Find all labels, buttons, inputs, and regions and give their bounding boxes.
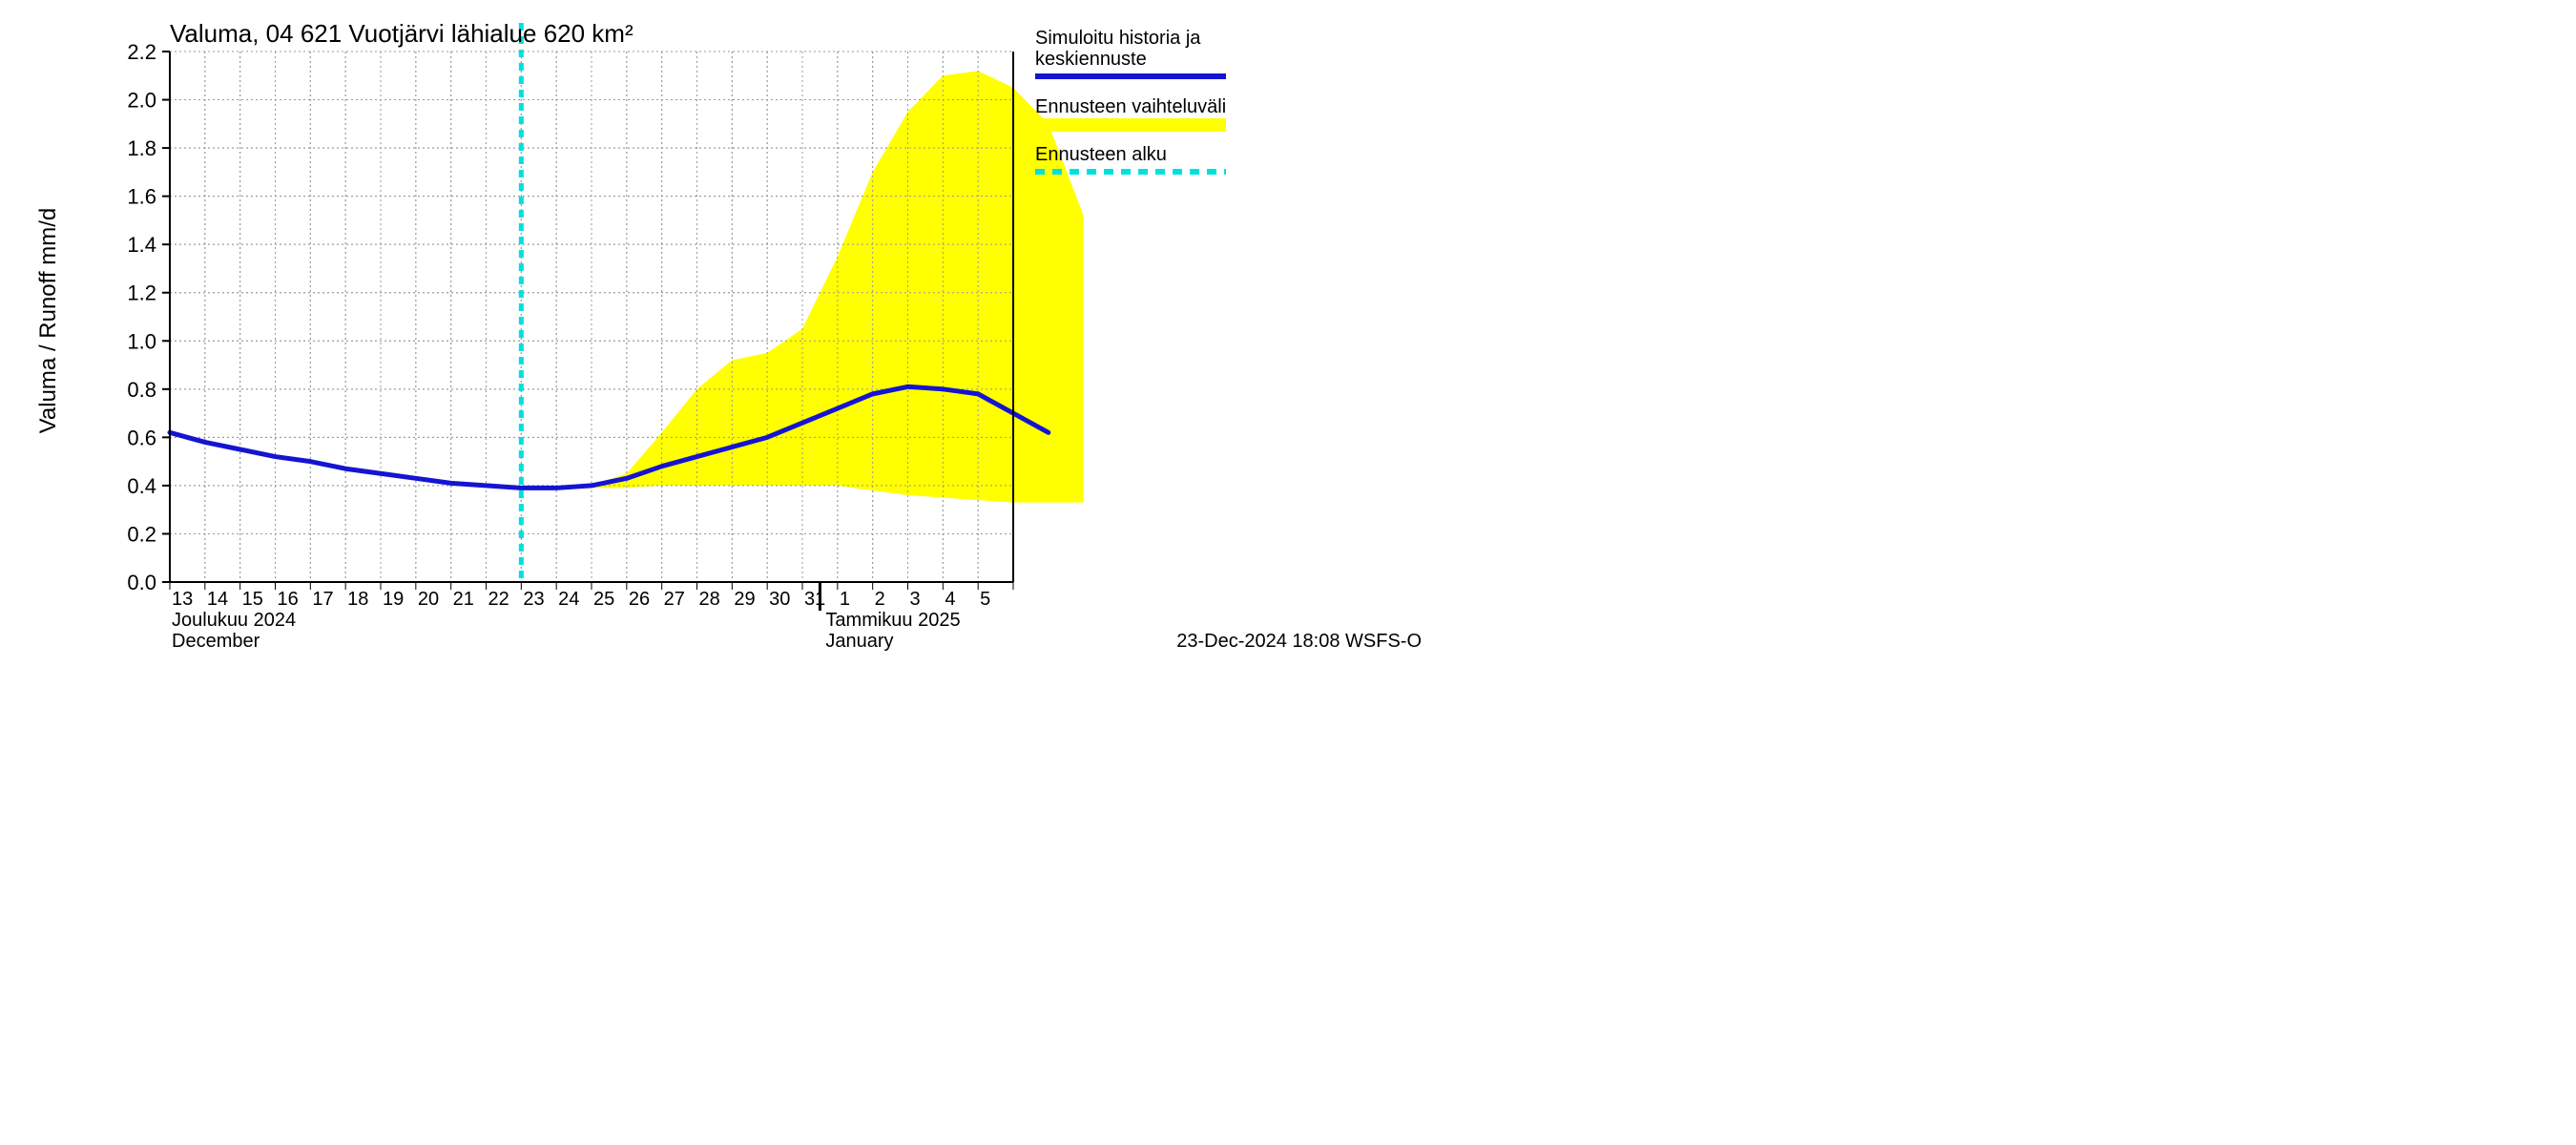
month-right-en: January <box>825 631 893 652</box>
y-tick-label: 0.8 <box>127 378 156 402</box>
y-tick-label: 0.0 <box>127 571 156 594</box>
x-tick-label: 19 <box>383 589 404 610</box>
x-tick-label: 23 <box>523 589 544 610</box>
y-tick-label: 1.0 <box>127 329 156 353</box>
x-tick-label: 15 <box>242 589 263 610</box>
x-tick-label: 14 <box>207 589 228 610</box>
y-tick-label: 0.6 <box>127 426 156 449</box>
x-tick-label: 20 <box>418 589 439 610</box>
y-tick-label: 0.4 <box>127 474 156 498</box>
x-tick-label: 27 <box>664 589 685 610</box>
month-left-fi: Joulukuu 2024 <box>172 610 296 631</box>
legend-label: Ennusteen alku <box>1035 144 1167 165</box>
x-tick-label: 29 <box>734 589 755 610</box>
x-tick-label: 16 <box>278 589 299 610</box>
y-tick-label: 1.2 <box>127 281 156 305</box>
legend-label: Simuloitu historia ja <box>1035 28 1201 49</box>
y-tick-label: 1.6 <box>127 185 156 209</box>
x-tick-label: 22 <box>488 589 509 610</box>
legend-label: Ennusteen vaihteluväli <box>1035 96 1226 117</box>
y-tick-label: 1.4 <box>127 233 156 257</box>
x-tick-label: 13 <box>172 589 193 610</box>
legend-label: keskiennuste <box>1035 49 1147 70</box>
y-tick-label: 2.2 <box>127 40 156 64</box>
x-tick-label: 2 <box>875 589 885 610</box>
chart-title: Valuma, 04 621 Vuotjärvi lähialue 620 km… <box>170 19 634 48</box>
x-tick-label: 18 <box>347 589 368 610</box>
x-tick-label: 3 <box>910 589 921 610</box>
x-tick-label: 4 <box>945 589 955 610</box>
y-axis-label: Valuma / Runoff mm/d <box>35 208 61 434</box>
x-tick-label: 30 <box>769 589 790 610</box>
legend-swatch-fill <box>1035 118 1226 132</box>
x-tick-label: 5 <box>980 589 990 610</box>
x-tick-label: 26 <box>629 589 650 610</box>
timestamp: 23-Dec-2024 18:08 WSFS-O <box>1176 631 1422 652</box>
x-tick-label: 25 <box>593 589 614 610</box>
runoff-chart: 0.00.20.40.60.81.01.21.41.61.82.02.21314… <box>0 0 1431 668</box>
x-tick-label: 28 <box>699 589 720 610</box>
y-tick-label: 2.0 <box>127 89 156 113</box>
month-right-fi: Tammikuu 2025 <box>825 610 960 631</box>
y-tick-label: 0.2 <box>127 522 156 546</box>
y-tick-label: 1.8 <box>127 136 156 160</box>
x-tick-label: 24 <box>558 589 579 610</box>
x-tick-label: 17 <box>312 589 333 610</box>
x-tick-label: 21 <box>453 589 474 610</box>
x-tick-label: 31 <box>804 589 825 610</box>
chart-svg: 0.00.20.40.60.81.01.21.41.61.82.02.21314… <box>0 0 1431 668</box>
x-tick-label: 1 <box>840 589 850 610</box>
month-left-en: December <box>172 631 260 652</box>
